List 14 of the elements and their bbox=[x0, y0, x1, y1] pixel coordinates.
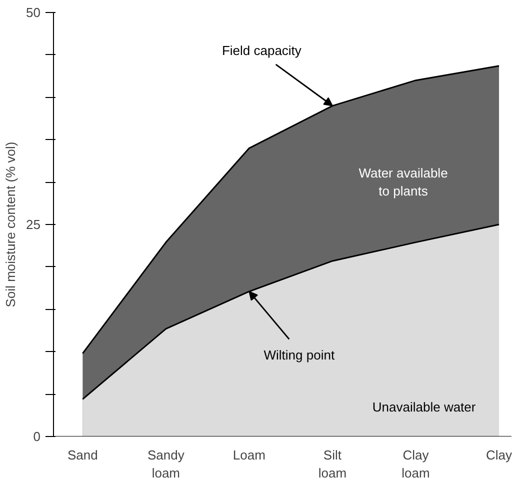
x-tick-label: Clay bbox=[486, 448, 513, 462]
annotation: Field capacity bbox=[222, 43, 302, 58]
annotation: Water available to plants bbox=[358, 166, 448, 199]
x-tick-label: Sand bbox=[67, 448, 98, 462]
y-axis-title: Soil moisture content (% vol) bbox=[3, 142, 18, 308]
annotation: Unavailable water bbox=[372, 399, 476, 414]
x-tick-label: Clay loam bbox=[402, 448, 430, 480]
y-tick-label: 0 bbox=[33, 429, 41, 444]
annotation: Wilting point bbox=[264, 348, 335, 363]
y-tick-label: 50 bbox=[26, 5, 41, 20]
x-tick-label: Sandy loam bbox=[147, 448, 185, 480]
x-tick-label: Loam bbox=[232, 448, 266, 462]
y-tick-label: 25 bbox=[26, 217, 41, 232]
x-tick-label: Silt loam bbox=[318, 448, 347, 480]
